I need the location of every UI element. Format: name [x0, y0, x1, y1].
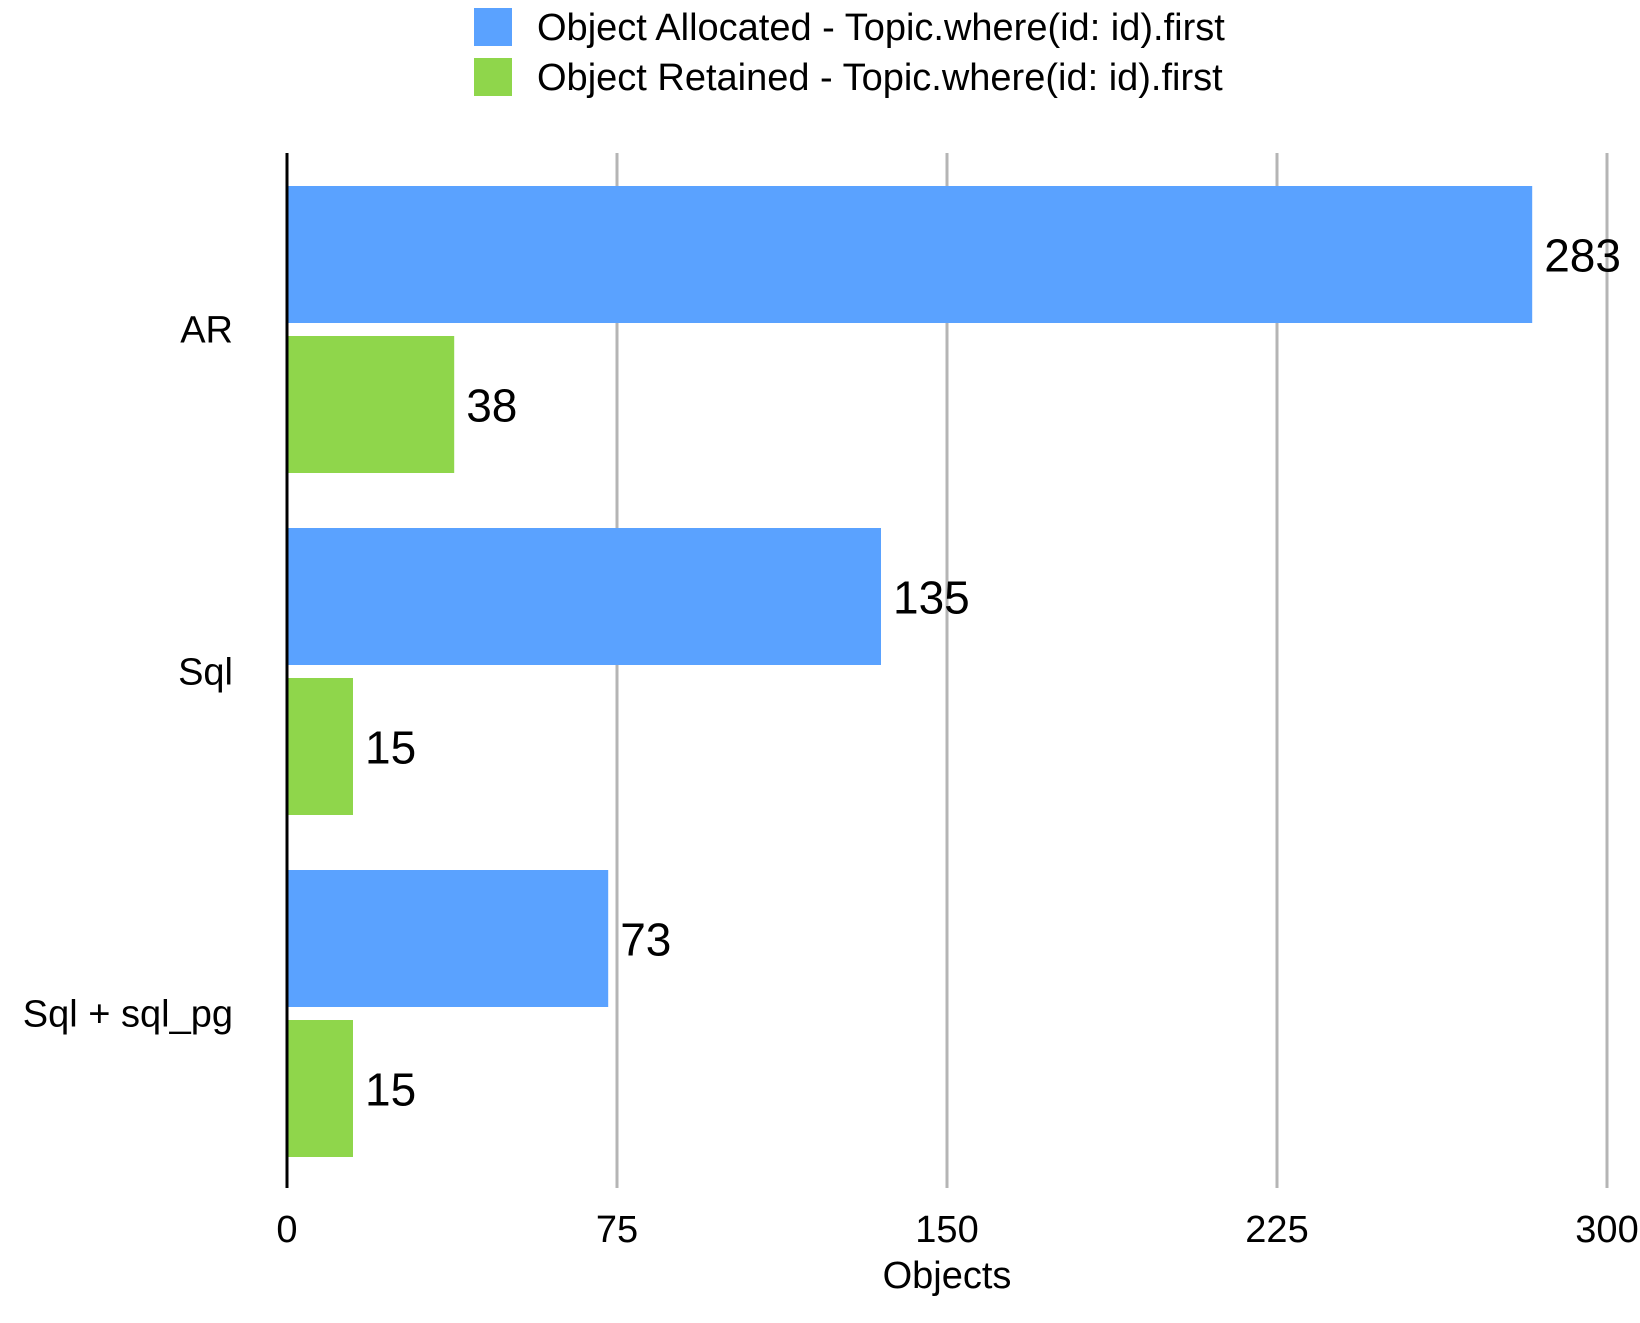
x-tick-label: 300 — [1575, 1209, 1638, 1251]
data-label: 38 — [466, 380, 517, 432]
x-tick-label: 225 — [1245, 1209, 1308, 1251]
legend-swatch-0 — [474, 8, 512, 46]
y-category-label: Sql — [178, 652, 233, 694]
x-tick-label: 75 — [596, 1209, 638, 1251]
legend-swatch-1 — [474, 58, 512, 96]
data-label: 15 — [365, 1064, 416, 1116]
x-tick-label: 0 — [276, 1209, 297, 1251]
bar-allocated-1 — [288, 528, 881, 665]
data-label: 15 — [365, 722, 416, 774]
bars — [288, 186, 1533, 1157]
bar-retained-0 — [288, 336, 455, 473]
data-label: 135 — [893, 572, 970, 624]
y-category-label: Sql + sql_pg — [23, 994, 233, 1036]
bar-allocated-2 — [288, 870, 609, 1007]
bar-retained-1 — [288, 678, 353, 815]
x-tick-label: 150 — [915, 1209, 978, 1251]
y-category-label: AR — [180, 310, 233, 352]
x-axis-title: Objects — [883, 1255, 1012, 1297]
data-label: 283 — [1544, 230, 1621, 282]
bar-retained-2 — [288, 1020, 353, 1157]
legend: Object Allocated - Topic.where(id: id).f… — [474, 7, 1225, 99]
bar-allocated-0 — [288, 186, 1533, 323]
legend-label-1: Object Retained - Topic.where(id: id).fi… — [537, 57, 1223, 99]
legend-label-0: Object Allocated - Topic.where(id: id).f… — [537, 7, 1225, 49]
data-label: 73 — [620, 914, 671, 966]
labels: 0 75 150 225 300 283 38 AR 135 15 Sql 73 15 Sql + sql… — [23, 230, 1639, 1298]
gridlines — [615, 153, 1609, 1188]
